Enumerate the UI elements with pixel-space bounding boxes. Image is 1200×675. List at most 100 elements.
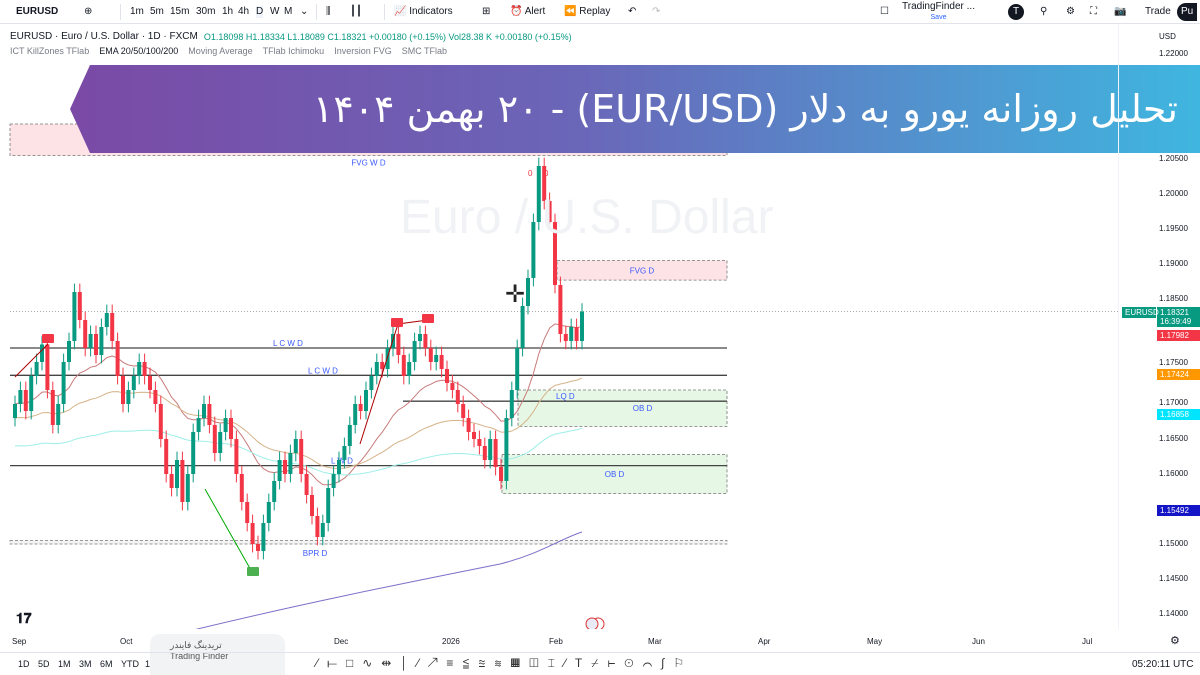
candle [158,404,163,439]
trade-button[interactable]: Trade [1145,6,1171,17]
interval-15m[interactable]: 15m [170,6,190,17]
range-1D[interactable]: 1D [18,659,30,669]
price-tick: 1.17000 [1159,397,1188,407]
interval-30m[interactable]: 30m [196,6,216,17]
candle [137,362,142,376]
candle [493,439,498,467]
interval-1h[interactable]: 1h [222,6,234,17]
undo-icon[interactable]: ↶ [628,6,637,17]
candle [94,334,98,355]
symbol-search[interactable]: EURUSD [16,6,59,17]
camera-icon[interactable]: 📷 [1114,6,1127,17]
level-label: L W D [331,457,353,466]
candle-style-icon[interactable]: ┃┃ [350,6,363,17]
time-axis[interactable]: Sep Oct Dec 2026 Feb Mar Apr May Jun Jul [0,632,1200,650]
candle [515,348,520,390]
chevron-down-icon[interactable]: ⌄ [300,6,309,17]
currency-selector[interactable]: USD [1159,32,1176,41]
templates-icon[interactable]: ⊞ [482,6,491,17]
compare-icon[interactable]: ⊕ [84,6,93,17]
candle [401,355,406,376]
indicator-row[interactable]: EMA 20/50/100/200 [99,46,179,56]
candle [207,404,212,425]
replay-label: Replay [579,6,611,17]
quick-search-icon[interactable]: ⚲ [1040,6,1048,17]
indicator-list: ICT KillZones TFlab EMA 20/50/100/200 Movi… [10,44,710,58]
signal-marker [422,314,434,323]
interval-M[interactable]: M [284,6,293,17]
replay-button[interactable]: ⏪ Replay [564,6,610,18]
publish-button[interactable]: Pu [1177,3,1198,21]
candle [466,418,471,432]
candle [104,313,109,327]
candle [142,362,147,376]
price-tick: 1.14000 [1159,609,1188,618]
interval-D[interactable]: D [256,6,264,18]
level-label: L C W D [308,366,338,375]
indicator-price-label: 1.17424 [1157,369,1200,381]
candle [18,390,23,404]
candle [553,222,557,285]
redo-icon[interactable]: ↷ [652,6,661,17]
ema-20-line [14,323,583,486]
candle [234,439,239,474]
indicators-button[interactable]: 📈 Indicators [394,6,453,18]
indicators-icon: 📈 [394,6,407,17]
time-tick: Dec [334,637,349,646]
candle [331,474,336,488]
range-YTD[interactable]: YTD [121,659,139,669]
layout-button[interactable]: TradingFinder ... Save [902,2,975,23]
range-3M[interactable]: 3M [79,659,92,669]
watermark: Euro / U.S. Dollar [400,191,774,244]
price-axis[interactable]: USD 1.18321 16:39:49 EURUSD 1.17982 1.17424 1… [1118,24,1200,629]
candle [229,418,233,439]
candle [547,201,552,222]
logo-fa: تریدینگ فایندر [170,640,222,650]
crosshair-cursor-icon: ✛ [505,281,525,308]
avatar[interactable]: T [1008,4,1024,20]
interval-4h[interactable]: 4h [238,6,250,17]
candle [326,488,331,523]
checkbox-icon[interactable]: ☐ [880,6,889,17]
candle [272,481,277,502]
bar-style-icon[interactable]: ⫼ [326,6,331,17]
candle [180,460,185,502]
alert-button[interactable]: ⏰ Alert [510,6,545,18]
candle [110,313,115,341]
range-6M[interactable]: 6M [100,659,113,669]
indicator-row[interactable]: Inversion FVG [334,46,392,56]
alert-label: Alert [524,6,546,17]
candle [439,355,444,369]
price-tick: 1.19000 [1159,259,1188,268]
range-1[interactable]: 1 [145,659,151,669]
indicator-row[interactable]: ICT KillZones TFlab [10,46,90,56]
price-tick: 1.22000 [1159,49,1188,58]
candle [385,348,390,369]
indicator-row[interactable]: Moving Average [188,46,253,56]
interval-5m[interactable]: 5m [150,6,164,17]
indicator-row[interactable]: TFlab Ichimoku [262,46,325,56]
candle [310,495,314,516]
range-1M[interactable]: 1M [58,659,71,669]
clock[interactable]: 05:20:11 UTC [1132,659,1194,670]
candle [472,432,476,439]
candle [83,320,88,348]
time-tick: Oct [120,637,133,646]
candle [488,439,493,460]
ema-200-line [195,531,583,629]
time-tick: Sep [12,637,27,646]
candle [526,278,530,306]
settings-icon[interactable]: ⚙ [1066,6,1075,17]
interval-1m[interactable]: 1m [130,6,144,17]
interval-W[interactable]: W [270,6,280,17]
drawing-tools-icon[interactable]: ⁄⟝□∿⇹│⁄↗≡≦≊≋▦◫⌶⁄T⌿⊢⊙⌒∫⚐ [316,656,694,670]
candle [428,348,433,362]
range-5D[interactable]: 5D [38,659,50,669]
candle [347,425,352,446]
fullscreen-icon[interactable]: ⛶ [1090,6,1097,17]
divider [120,4,121,20]
candle [239,474,244,502]
indicator-row[interactable]: SMC TFlab [401,46,448,56]
candle [396,334,401,355]
settings-icon[interactable]: ⚙ [1170,635,1180,647]
